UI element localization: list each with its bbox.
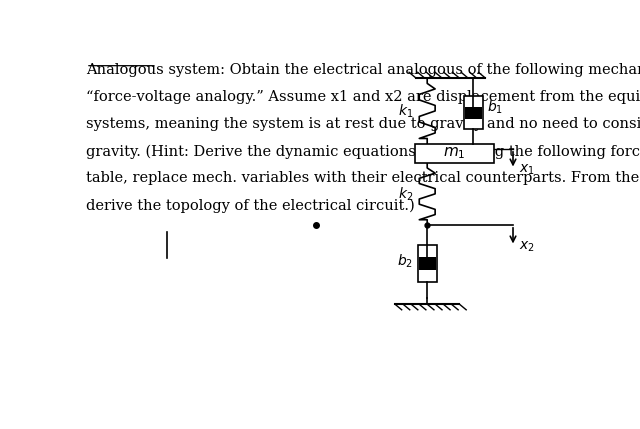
Text: gravity. (Hint: Derive the dynamic equations, then using the following force-vol: gravity. (Hint: Derive the dynamic equat… xyxy=(86,144,640,159)
Text: derive the topology of the electrical circuit.): derive the topology of the electrical ci… xyxy=(86,199,415,213)
Bar xyxy=(419,257,436,270)
Bar xyxy=(418,245,436,281)
Bar xyxy=(464,97,483,130)
Text: table, replace mech. variables with their electrical counterparts. From the resu: table, replace mech. variables with thei… xyxy=(86,172,640,185)
Text: $b_1$: $b_1$ xyxy=(487,99,503,116)
Text: $m_1$: $m_1$ xyxy=(443,145,466,161)
Text: $k_2$: $k_2$ xyxy=(398,185,413,202)
Bar xyxy=(465,107,482,119)
Text: Analogous system: Obtain the electrical analogous of the following mechanical sy: Analogous system: Obtain the electrical … xyxy=(86,63,640,77)
Text: $b_2$: $b_2$ xyxy=(397,253,413,270)
Text: systems, meaning the system is at rest due to gravity and no need to consider th: systems, meaning the system is at rest d… xyxy=(86,117,640,131)
Bar xyxy=(415,144,494,163)
Text: $k_1$: $k_1$ xyxy=(398,102,413,120)
Text: $x_1$: $x_1$ xyxy=(520,162,535,177)
Text: $x_2$: $x_2$ xyxy=(520,239,535,254)
Text: “force-voltage analogy.” Assume x1 and x2 are displacement from the equilibrium : “force-voltage analogy.” Assume x1 and x… xyxy=(86,90,640,104)
